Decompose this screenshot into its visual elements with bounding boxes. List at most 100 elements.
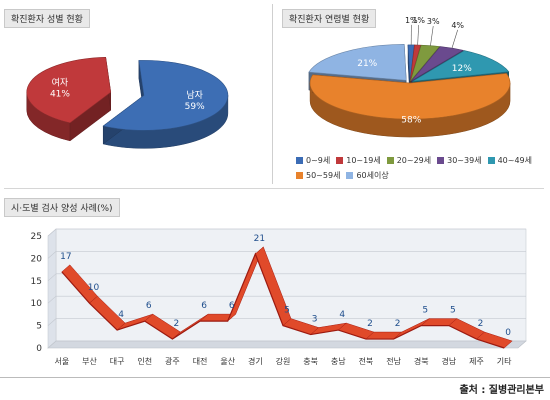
region-gridline-side — [47, 318, 57, 326]
age-legend-label: 20~29세 — [396, 156, 432, 165]
age-pie-slice-4 — [412, 50, 510, 82]
age-legend-swatch — [437, 157, 445, 164]
age-pie-slice-5 — [309, 73, 511, 120]
region-ytick-label: 25 — [31, 232, 42, 242]
region-xtick-label: 대구 — [110, 357, 125, 366]
age-legend-label: 60세이상 — [356, 171, 389, 180]
gender-slice-label-0: 남자 — [186, 90, 203, 101]
region-data-label: 2 — [395, 319, 401, 329]
age-slice-value-2: 3% — [427, 17, 440, 26]
region-ytick-label: 0 — [36, 344, 42, 354]
age-slice-value-5: 58% — [401, 115, 421, 125]
region-data-label: 2 — [174, 319, 180, 329]
region-data-label: 17 — [60, 252, 71, 262]
gender-pie-slice-0 — [102, 60, 229, 131]
region-xtick-label: 광주 — [165, 356, 180, 366]
source-credit: 출처 : 질병관리본부 — [459, 385, 544, 396]
region-xtick-label: 경북 — [414, 356, 429, 366]
region-ytick-label: 20 — [31, 254, 43, 264]
age-leader-line-2 — [430, 26, 434, 46]
gender-slice-value-0: 59% — [185, 102, 205, 112]
age-legend-item: 40~49세 — [487, 155, 532, 166]
age-pie-slice-2 — [410, 44, 441, 82]
region-data-label: 6 — [146, 301, 152, 311]
gender-chart-title: 확진환자 성별 현황 — [4, 9, 90, 28]
region-data-label: 4 — [118, 310, 124, 320]
age-leader-line-3 — [451, 29, 458, 49]
age-legend-label: 40~49세 — [497, 156, 532, 165]
region-xtick-label: 경남 — [442, 356, 457, 366]
age-legend-swatch — [487, 157, 495, 164]
age-pie-slice-3 — [410, 46, 464, 82]
region-xtick-label: 충남 — [331, 357, 346, 366]
age-legend-label: 10~19세 — [346, 156, 381, 165]
gender-slice-label-1: 여자 — [52, 76, 69, 88]
age-legend-item: 60세이상 — [346, 170, 389, 181]
age-legend-swatch — [386, 157, 394, 164]
region-data-label: 3 — [312, 315, 318, 325]
region-chart-title: 시·도별 검사 양성 사례(%) — [4, 198, 120, 217]
age-legend-swatch — [296, 172, 303, 179]
region-data-label: 5 — [284, 306, 290, 316]
gender-slice-value-1: 41% — [50, 89, 70, 99]
age-legend-swatch — [336, 157, 344, 164]
age-slice-value-6: 21% — [357, 59, 377, 69]
age-legend-label: 30~39세 — [447, 156, 482, 165]
region-series-line — [61, 252, 505, 349]
footer-divider — [0, 377, 550, 378]
region-data-label: 6 — [229, 301, 235, 311]
panel-divider-horizontal — [4, 188, 544, 189]
region-xtick-label: 부산 — [82, 356, 97, 366]
region-gridline-side — [47, 273, 57, 282]
region-xtick-label: 충북 — [303, 357, 318, 366]
region-xtick-label: 기타 — [497, 357, 512, 366]
age-leader-line-1 — [417, 25, 419, 46]
region-data-label: 6 — [201, 301, 207, 311]
age-slice-value-1: 1% — [412, 16, 425, 25]
age-legend-item: 10~19세 — [336, 155, 381, 166]
region-ytick-label: 15 — [31, 277, 42, 287]
region-xtick-label: 제주 — [469, 357, 484, 366]
age-slice-value-4: 12% — [452, 64, 472, 74]
region-xtick-label: 강원 — [276, 356, 291, 366]
region-data-label: 5 — [422, 306, 428, 316]
region-data-label: 21 — [254, 234, 265, 244]
age-legend-item: 20~29세 — [386, 155, 432, 166]
region-xtick-label: 대전 — [193, 356, 208, 366]
region-gridline-side — [47, 228, 57, 237]
age-chart-title: 확진환자 연령별 현황 — [282, 9, 377, 28]
age-pie-slice-1 — [409, 44, 422, 82]
gender-pie-slice-1 — [26, 56, 112, 124]
region-xtick-label: 서울 — [54, 357, 69, 366]
age-legend-swatch — [346, 172, 354, 179]
age-legend-item: 30~39세 — [437, 155, 482, 166]
region-data-label: 2 — [478, 319, 484, 329]
region-xtick-label: 울산 — [220, 356, 235, 366]
region-gridline-side — [47, 340, 57, 349]
age-legend-swatch — [296, 157, 303, 164]
age-legend-item: 0~9세 — [296, 155, 330, 166]
panel-divider-vertical — [272, 4, 273, 184]
region-gridline-side — [47, 295, 57, 304]
region-ytick-label: 5 — [36, 322, 42, 332]
age-legend-label: 0~9세 — [306, 156, 331, 165]
age-legend-label: 50~59세 — [306, 171, 341, 180]
age-slice-value-3: 4% — [451, 21, 464, 30]
region-data-label: 5 — [450, 306, 456, 316]
region-xtick-label: 전남 — [386, 356, 401, 366]
age-legend-item: 50~59세 — [296, 170, 340, 181]
region-ytick-label: 10 — [31, 299, 43, 309]
region-data-label: 2 — [367, 319, 373, 329]
region-gridline-side — [47, 251, 57, 259]
age-pie-slice-6 — [308, 44, 407, 81]
region-xtick-label: 전북 — [359, 356, 374, 366]
region-data-label: 10 — [88, 283, 100, 293]
region-xtick-label: 인천 — [137, 356, 152, 366]
region-xtick-label: 경기 — [248, 356, 263, 366]
age-slice-value-0: 1% — [405, 16, 418, 25]
region-plot-area — [47, 228, 527, 349]
region-data-label: 0 — [505, 328, 511, 338]
age-legend: 0~9세 10~19세 20~29세 30~39세 40~49세 50~59세 60세이상 — [296, 155, 546, 185]
region-data-label: 4 — [339, 310, 345, 320]
